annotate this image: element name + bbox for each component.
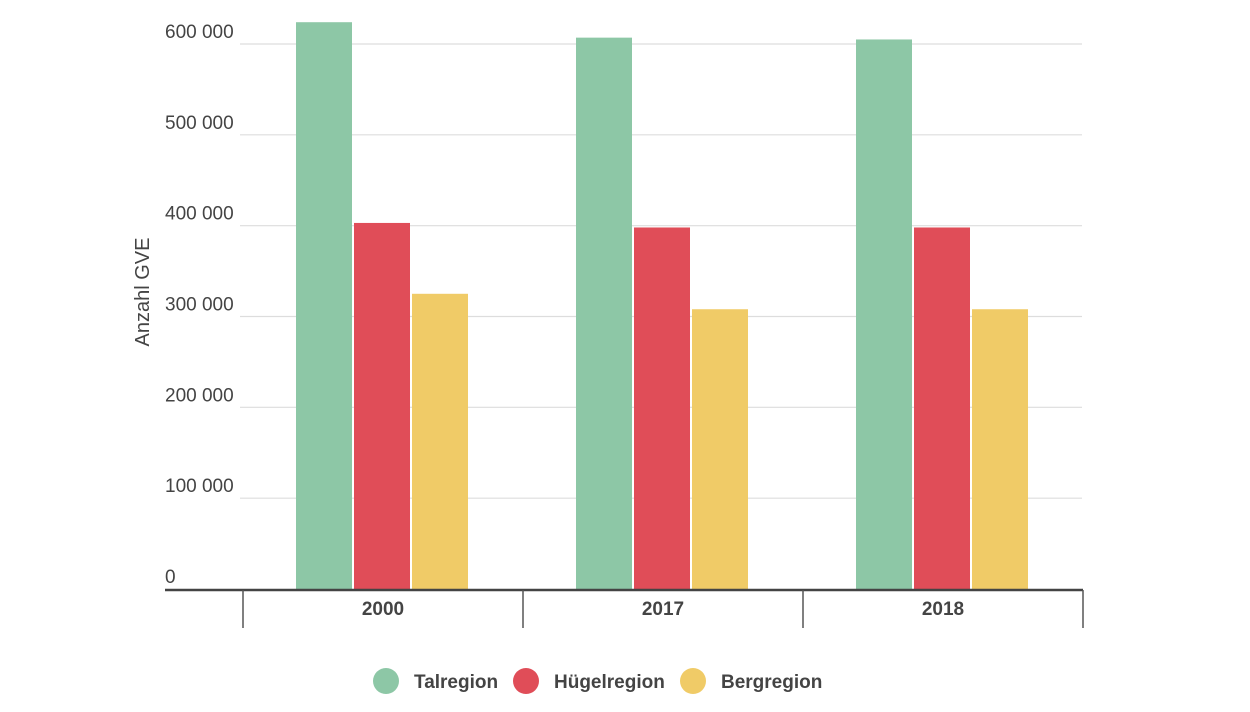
y-axis-label: Anzahl GVE [132, 238, 154, 347]
x-tick-label: 2017 [642, 599, 684, 620]
bar-bergregion-2000 [412, 293, 468, 589]
y-tick-label: 400 000 [165, 204, 234, 225]
legend: Talregion Hügelregion Bergregion [373, 668, 822, 694]
x-tick-label: 2000 [362, 599, 404, 620]
legend-label: Hügelregion [554, 672, 665, 693]
y-tick-label: 100 000 [165, 476, 234, 497]
x-tick-label: 2018 [922, 599, 964, 620]
y-tick-label: 600 000 [165, 22, 234, 43]
y-tick-label: 0 [165, 567, 176, 588]
legend-swatch-hügelregion [513, 668, 539, 694]
bar-hügelregion-2018 [914, 227, 970, 589]
bar-hügelregion-2000 [354, 222, 410, 590]
bars [296, 22, 1028, 590]
bar-talregion-2018 [856, 39, 912, 590]
legend-swatch-talregion [373, 668, 399, 694]
legend-label: Talregion [414, 672, 498, 693]
bar-talregion-2017 [576, 37, 632, 590]
x-axis: 2000 2017 2018 [165, 588, 1084, 628]
y-tick-labels: 0 100 000 200 000 300 000 400 000 500 000 600 … [165, 22, 234, 588]
legend-swatch-bergregion [680, 668, 706, 694]
legend-label: Bergregion [721, 672, 822, 693]
bar-hügelregion-2017 [634, 227, 690, 589]
bar-bergregion-2018 [972, 309, 1028, 589]
y-tick-label: 500 000 [165, 113, 234, 134]
y-tick-label: 200 000 [165, 385, 234, 406]
bar-talregion-2000 [296, 22, 352, 589]
bar-bergregion-2017 [692, 309, 748, 589]
y-tick-label: 300 000 [165, 295, 234, 316]
